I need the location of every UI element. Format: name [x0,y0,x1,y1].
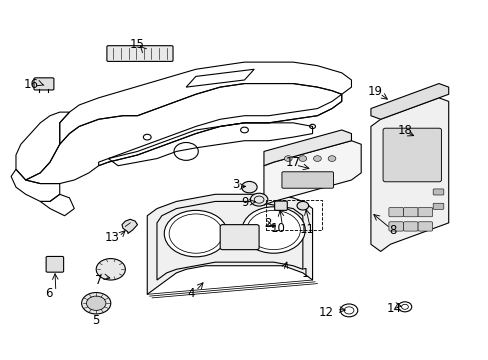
FancyBboxPatch shape [388,207,403,217]
Text: 8: 8 [388,224,396,237]
Circle shape [242,207,305,253]
Text: 15: 15 [130,39,144,51]
FancyBboxPatch shape [432,203,443,209]
Text: 4: 4 [187,287,194,300]
FancyBboxPatch shape [34,78,54,90]
Circle shape [81,293,111,314]
FancyBboxPatch shape [417,222,432,231]
Text: 18: 18 [397,124,411,137]
FancyBboxPatch shape [403,222,417,231]
Text: 17: 17 [285,156,300,169]
Text: 7: 7 [95,274,102,287]
FancyBboxPatch shape [417,207,432,217]
FancyBboxPatch shape [220,225,259,249]
Text: 10: 10 [270,222,285,235]
Text: 14: 14 [386,302,401,315]
Circle shape [250,193,267,206]
Circle shape [296,202,308,210]
Text: 3: 3 [232,178,240,191]
FancyBboxPatch shape [432,189,443,195]
Text: 11: 11 [299,223,314,236]
FancyBboxPatch shape [382,128,441,182]
Text: 6: 6 [45,287,53,300]
FancyBboxPatch shape [274,201,287,210]
Circle shape [313,156,321,161]
Text: 9: 9 [241,195,249,209]
Text: 13: 13 [104,231,120,244]
FancyBboxPatch shape [282,172,333,188]
FancyBboxPatch shape [388,222,403,231]
Polygon shape [147,194,312,294]
Polygon shape [122,219,137,234]
Polygon shape [370,84,448,119]
Text: 1: 1 [301,267,308,280]
Circle shape [327,156,335,161]
Circle shape [284,156,291,161]
Polygon shape [264,141,361,205]
Circle shape [86,296,106,310]
Polygon shape [370,98,448,251]
Circle shape [298,156,306,161]
Text: 2: 2 [264,217,271,230]
FancyBboxPatch shape [403,207,417,217]
Text: 16: 16 [24,78,39,91]
Text: 12: 12 [318,306,333,319]
Circle shape [164,210,227,257]
FancyBboxPatch shape [46,256,63,272]
Text: 5: 5 [92,314,100,327]
Circle shape [241,181,257,193]
FancyBboxPatch shape [107,46,173,62]
Polygon shape [264,130,351,166]
Circle shape [96,258,125,280]
Text: 19: 19 [366,85,382,98]
